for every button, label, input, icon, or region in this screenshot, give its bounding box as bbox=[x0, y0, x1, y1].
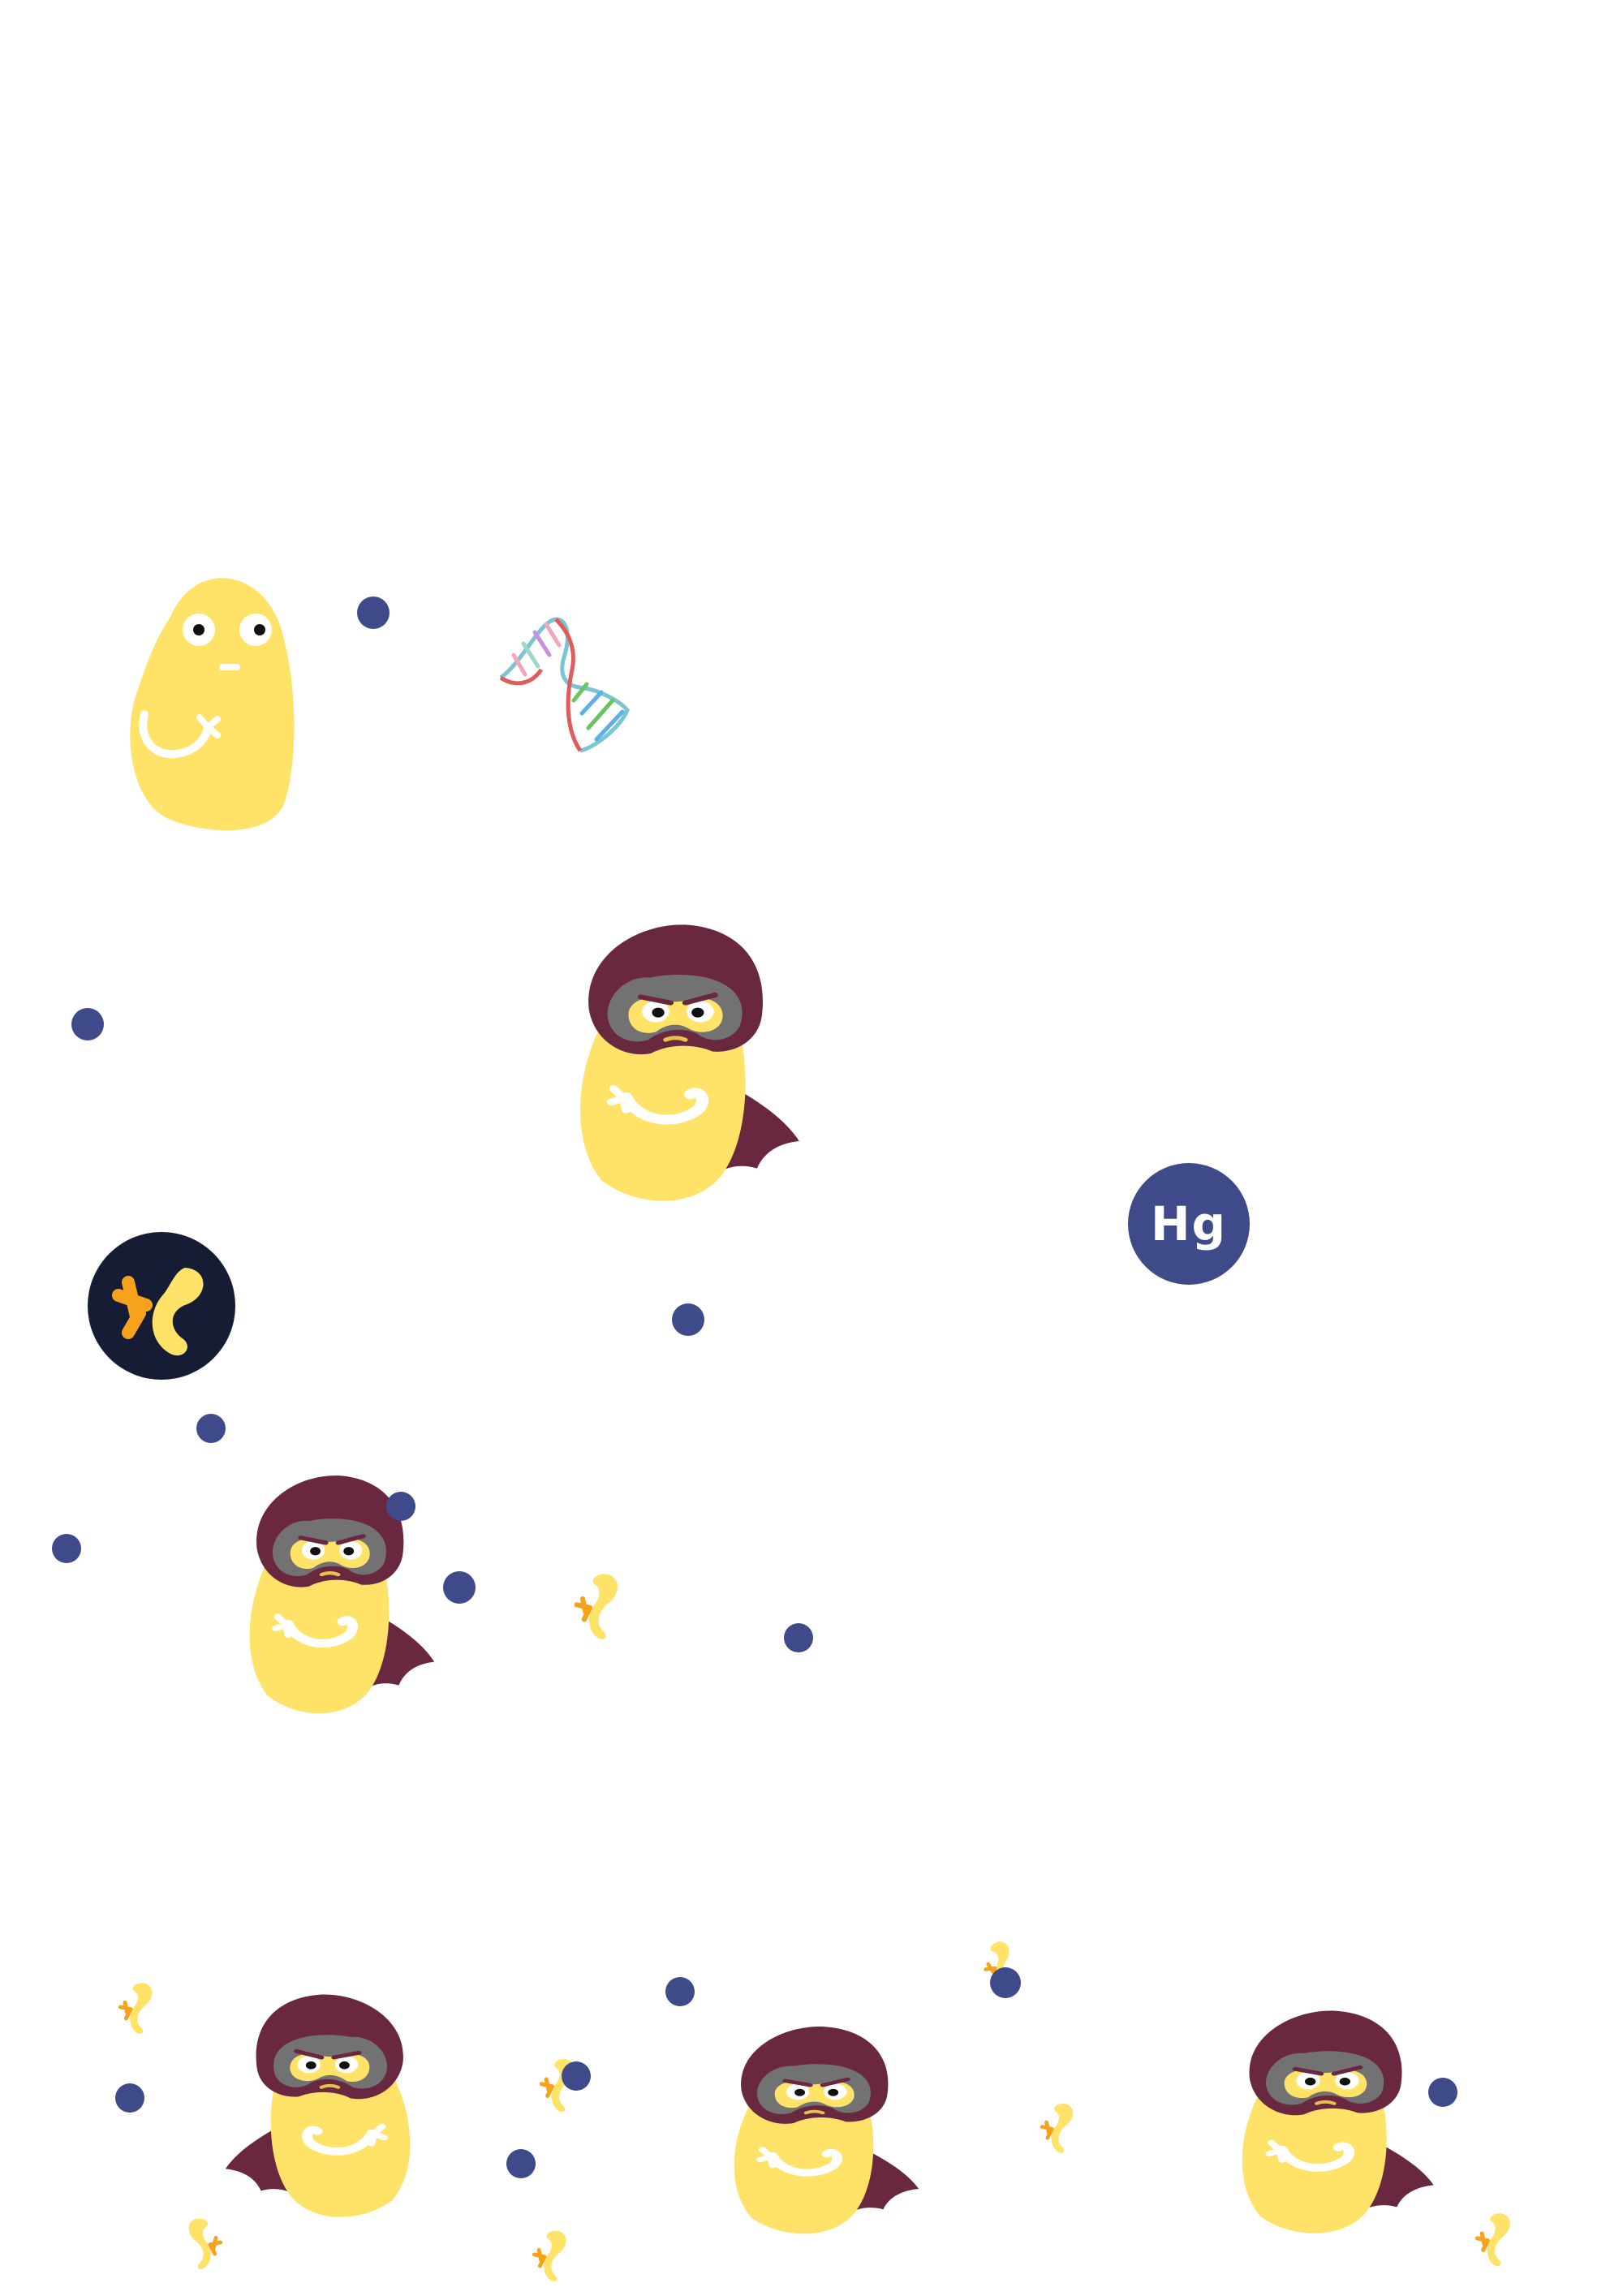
navy-dot bbox=[665, 1977, 695, 2006]
hg-element-badge: Hg bbox=[1128, 1163, 1250, 1285]
navy-dot bbox=[672, 1303, 704, 1336]
navy-dot bbox=[506, 2149, 536, 2178]
yellow-sprout-icon bbox=[114, 1976, 170, 2041]
dna-helix-icon bbox=[499, 617, 630, 753]
yellow-sprout-icon bbox=[527, 2224, 584, 2289]
navy-dot bbox=[562, 2061, 591, 2091]
navy-dot bbox=[196, 1414, 226, 1443]
masked-caped-bean-hero-1 bbox=[552, 917, 812, 1209]
yellow-sprout-icon bbox=[1467, 2208, 1532, 2272]
yellow-sprout-icon bbox=[568, 1566, 641, 1648]
navy-dot bbox=[71, 1008, 104, 1040]
navy-dot bbox=[52, 1534, 81, 1563]
masked-caped-bean-hero-3 bbox=[215, 1988, 434, 2224]
navy-dot bbox=[115, 2083, 144, 2113]
navy-dot bbox=[386, 1492, 415, 1521]
navy-dot bbox=[1428, 2078, 1457, 2107]
masked-caped-bean-hero-4 bbox=[710, 2021, 929, 2240]
navy-dot bbox=[357, 597, 390, 629]
navy-dot bbox=[784, 1623, 813, 1652]
plain-bean-character bbox=[130, 578, 295, 831]
navy-dot bbox=[990, 1967, 1021, 1998]
brand-logo-icon bbox=[88, 1232, 235, 1380]
masked-caped-bean-hero-5 bbox=[1217, 2005, 1444, 2240]
yellow-sprout-icon bbox=[170, 2212, 227, 2277]
yellow-sprout-icon bbox=[1031, 2098, 1096, 2159]
navy-dot bbox=[443, 1571, 476, 1604]
